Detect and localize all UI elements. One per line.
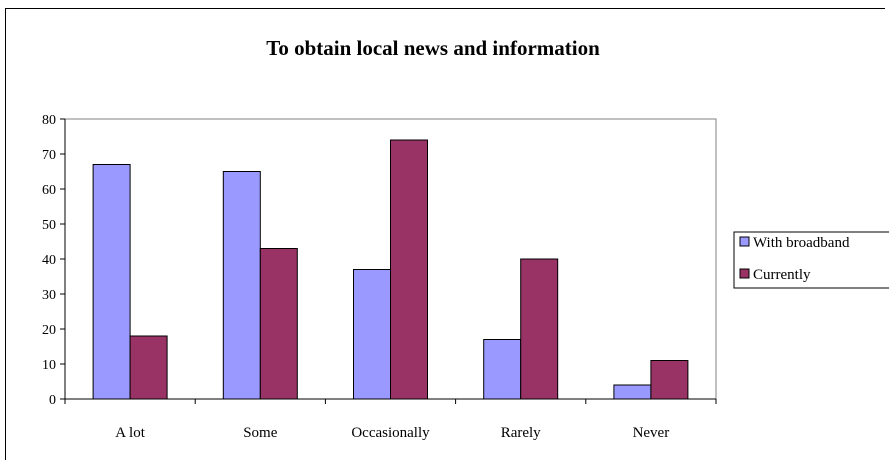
bar-with-broadband-occasionally <box>353 269 391 400</box>
legend-box <box>733 231 889 289</box>
bar-currently-never <box>650 360 689 400</box>
y-tick-label: 70 <box>42 148 56 163</box>
x-category-label: Some <box>243 425 278 441</box>
bar-with-broadband-never <box>613 384 652 400</box>
bar-with-broadband-a-lot <box>92 164 131 400</box>
y-tick-label: 80 <box>42 113 56 128</box>
legend-swatch-with-broadband <box>739 236 750 247</box>
y-tick-label: 60 <box>42 183 56 198</box>
y-tick-label: 40 <box>42 253 56 268</box>
legend: With broadband Currently <box>733 231 889 289</box>
y-tick-label: 10 <box>42 358 56 373</box>
y-tick-label: 30 <box>42 288 56 303</box>
bar-currently-occasionally <box>390 139 428 400</box>
bar-currently-some <box>259 248 298 400</box>
legend-label-with-broadband: With broadband <box>753 235 850 251</box>
bar-currently-rarely <box>520 258 559 400</box>
x-category-label: Rarely <box>501 425 541 441</box>
legend-swatch-currently <box>739 268 750 279</box>
x-category-label: Never <box>633 425 670 441</box>
y-tick-label: 0 <box>49 393 56 408</box>
chart-frame <box>5 8 885 460</box>
chart-title: To obtain local news and information <box>266 36 600 60</box>
bar-currently-a-lot <box>129 335 168 400</box>
y-tick-label: 50 <box>42 218 56 233</box>
legend-label-currently: Currently <box>753 267 811 283</box>
y-tick-label: 20 <box>42 323 56 338</box>
x-category-label: Occasionally <box>351 425 430 441</box>
bar-with-broadband-some <box>222 171 261 400</box>
x-category-label: A lot <box>115 425 145 441</box>
bar-with-broadband-rarely <box>483 339 522 400</box>
